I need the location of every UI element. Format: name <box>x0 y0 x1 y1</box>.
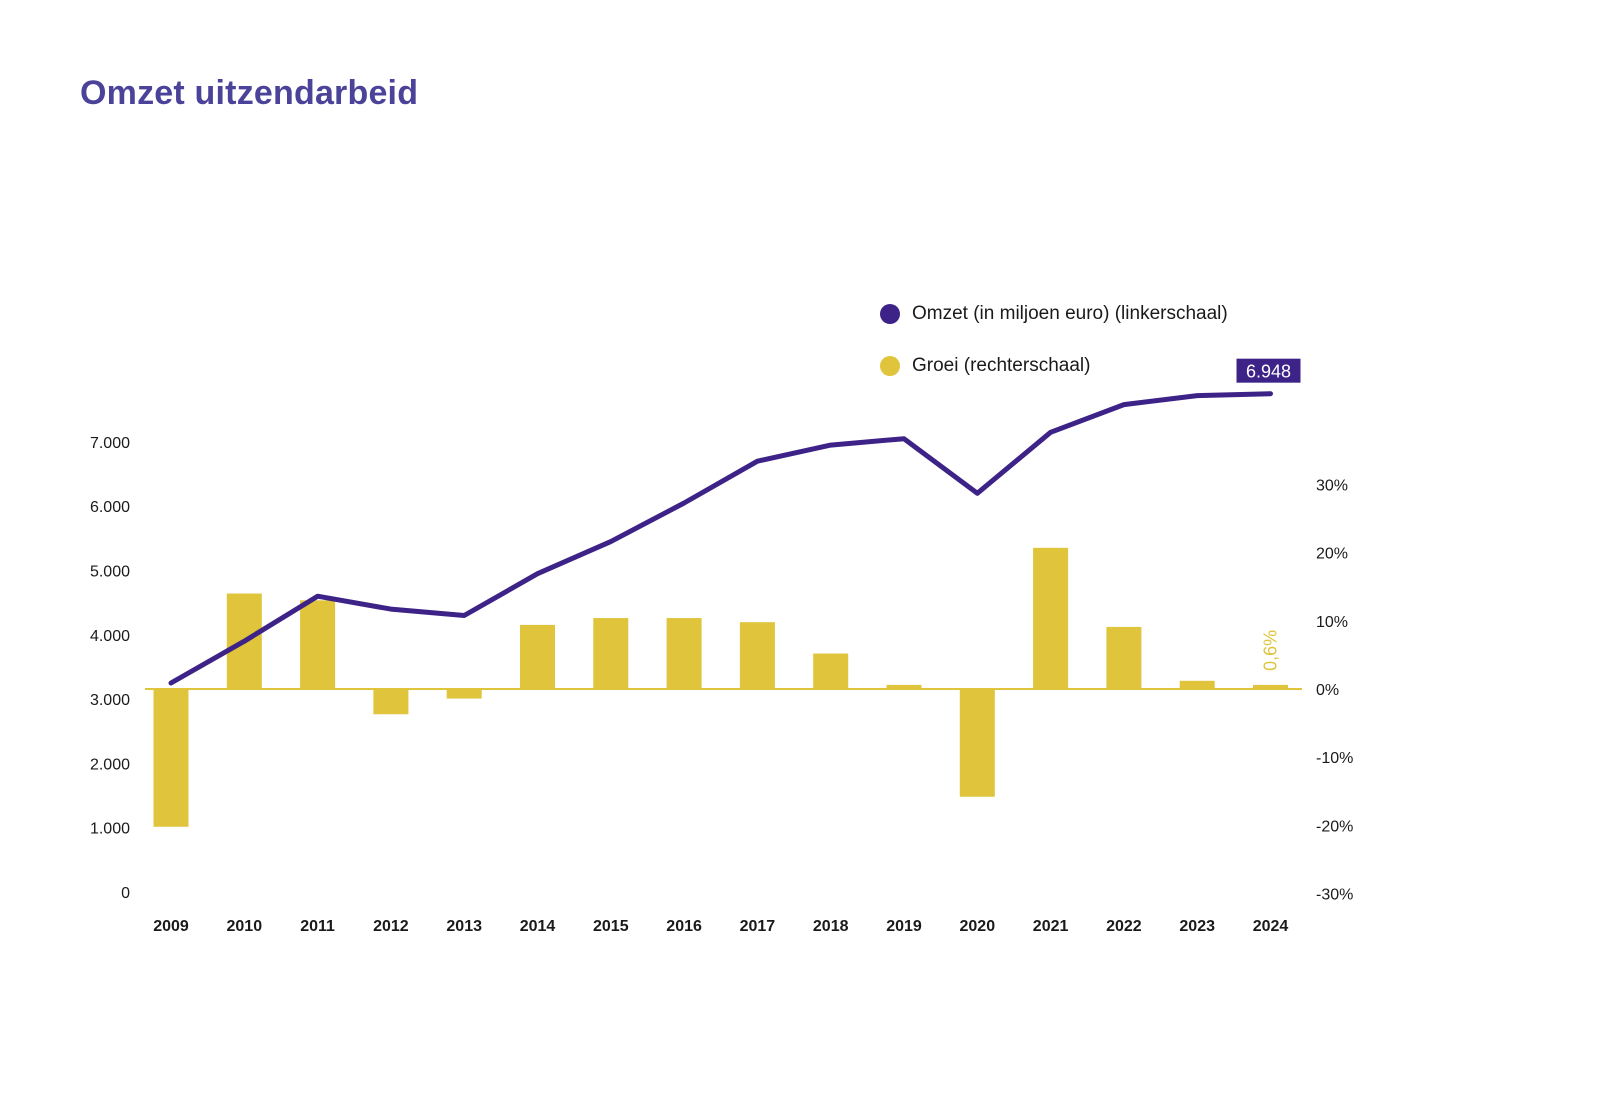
left-axis-tick-label: 5.000 <box>90 564 130 581</box>
growth-bar <box>1179 680 1215 689</box>
x-axis-tick-label: 2014 <box>520 918 556 935</box>
right-axis-tick-label: -10% <box>1316 750 1353 767</box>
x-axis-tick-label: 2018 <box>813 918 849 935</box>
right-axis-tick-label: -30% <box>1316 887 1353 904</box>
legend-dot-omzet <box>880 304 900 324</box>
x-axis-tick-label: 2021 <box>1033 918 1069 935</box>
x-axis-tick-label: 2017 <box>740 918 776 935</box>
left-axis-tick-label: 2.000 <box>90 756 130 773</box>
right-axis-tick-label: 0% <box>1316 682 1339 699</box>
x-axis-tick-label: 2019 <box>886 918 922 935</box>
growth-bar <box>153 689 189 827</box>
growth-bar <box>1253 684 1288 689</box>
growth-bar <box>886 684 922 689</box>
growth-bar <box>373 689 409 715</box>
legend-label-groei: Groei (rechterschaal) <box>912 355 1091 376</box>
x-axis-tick-label: 2020 <box>960 918 996 935</box>
right-axis-tick-label: -20% <box>1316 818 1353 835</box>
growth-bar <box>1106 626 1142 689</box>
page-title: Omzet uitzendarbeid <box>80 74 419 112</box>
growth-bar <box>666 618 702 689</box>
growth-bar <box>739 622 775 689</box>
x-axis-tick-label: 2009 <box>153 918 189 935</box>
chart-legend: Omzet (in miljoen euro) (linkerschaal) G… <box>880 302 1228 406</box>
left-axis-tick-label: 4.000 <box>90 628 130 645</box>
right-axis-tick-label: 30% <box>1316 477 1348 494</box>
growth-bar <box>813 653 849 689</box>
x-axis-tick-label: 2016 <box>666 918 702 935</box>
legend-label-omzet: Omzet (in miljoen euro) (linkerschaal) <box>912 303 1228 324</box>
last-value-label: 6.948 <box>1246 362 1291 382</box>
legend-dot-groei <box>880 356 900 376</box>
left-axis-tick-label: 6.000 <box>90 499 130 516</box>
omzet-line <box>168 391 1273 686</box>
x-axis-tick-label: 2013 <box>446 918 482 935</box>
legend-item-omzet: Omzet (in miljoen euro) (linkerschaal) <box>880 302 1228 326</box>
left-axis-tick-label: 7.000 <box>90 435 130 452</box>
growth-bar <box>520 624 555 689</box>
right-axis-tick-label: 10% <box>1316 614 1348 631</box>
last-bar-value-label: 0,6% <box>1261 630 1281 671</box>
last-value-box <box>1236 358 1301 383</box>
left-axis-tick-label: 0 <box>121 885 130 902</box>
x-axis-tick-label: 2011 <box>300 918 335 935</box>
growth-bar <box>446 689 482 699</box>
x-axis-tick-label: 2022 <box>1106 918 1142 935</box>
left-axis-tick-label: 1.000 <box>90 821 130 838</box>
growth-bar <box>1033 547 1069 689</box>
growth-bar <box>593 618 629 689</box>
x-axis-tick-label: 2015 <box>593 918 629 935</box>
growth-bar <box>300 600 336 689</box>
growth-bar <box>959 689 995 797</box>
x-axis-tick-label: 2010 <box>227 918 263 935</box>
x-axis-tick-label: 2024 <box>1253 918 1289 935</box>
right-axis-tick-label: 20% <box>1316 546 1348 563</box>
legend-item-groei: Groei (rechterschaal) <box>880 354 1228 378</box>
x-axis-tick-label: 2012 <box>373 918 409 935</box>
x-axis-tick-label: 2023 <box>1179 918 1215 935</box>
left-axis-tick-label: 3.000 <box>90 692 130 709</box>
